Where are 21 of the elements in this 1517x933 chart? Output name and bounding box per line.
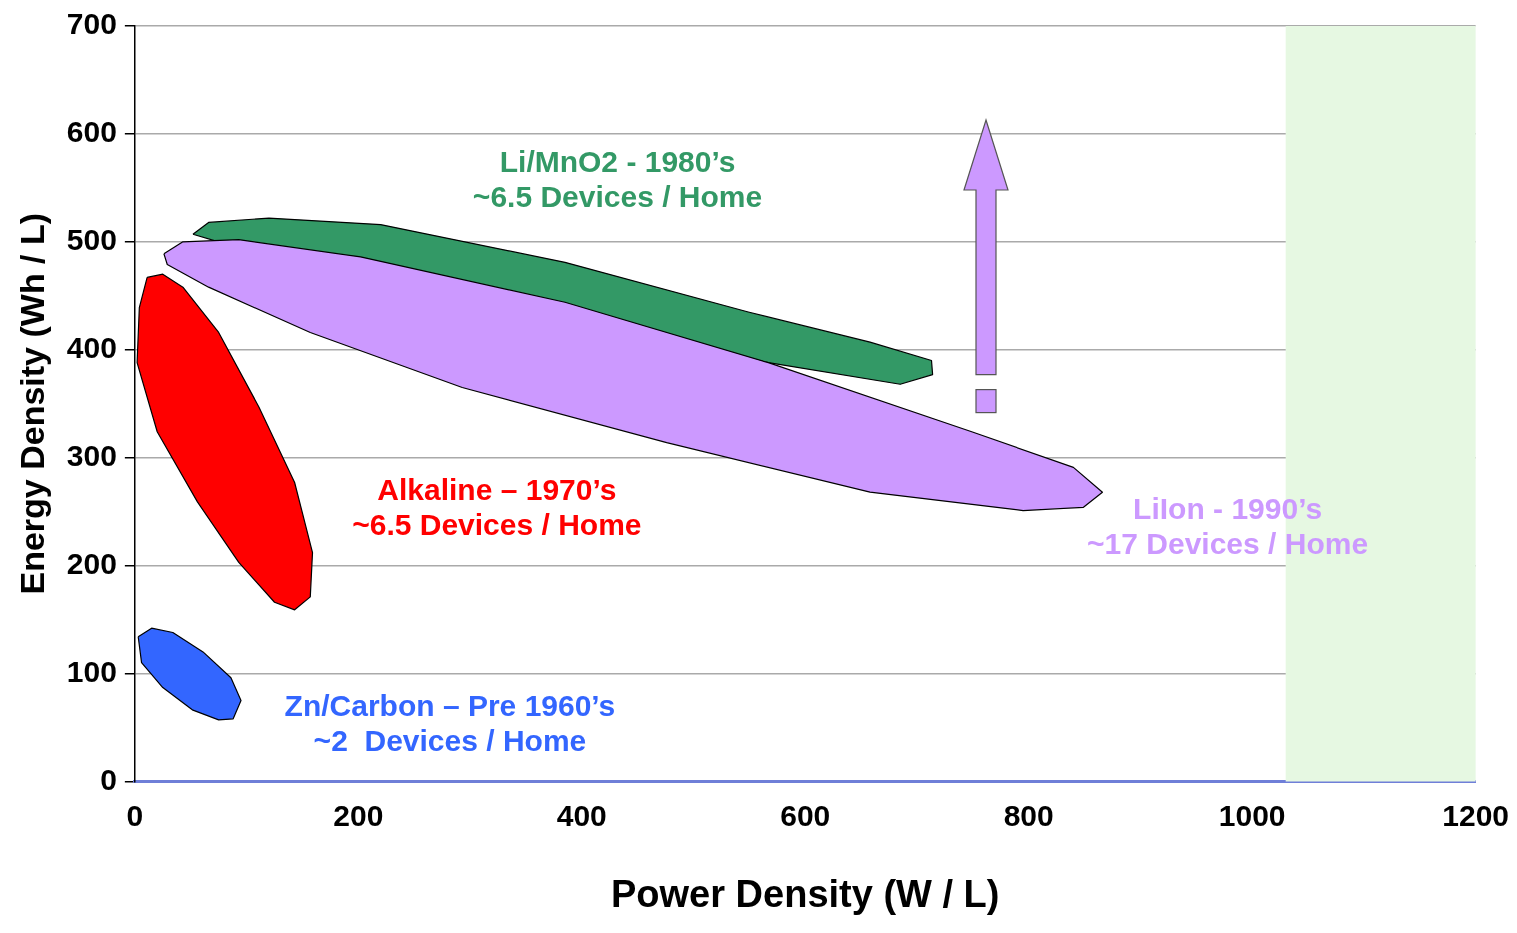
series-label: Alkaline – 1970’s ~6.5 Devices / Home xyxy=(352,473,642,542)
x-tick-label: 400 xyxy=(556,798,607,832)
x-tick-label: 1200 xyxy=(1442,798,1510,832)
y-axis-title: Energy Density (Wh / L) xyxy=(12,212,51,595)
y-tick-label: 700 xyxy=(66,7,117,41)
y-tick-label: 300 xyxy=(66,438,117,472)
x-tick-label: 600 xyxy=(780,798,831,832)
x-axis-title: Power Density (W / L) xyxy=(611,872,1000,915)
y-tick-label: 500 xyxy=(66,223,117,257)
series-label: Zn/Carbon – Pre 1960’s ~2 Devices / Home xyxy=(284,688,616,757)
x-tick-label: 0 xyxy=(126,798,144,832)
y-tick-label: 0 xyxy=(100,762,117,796)
x-tick-label: 200 xyxy=(333,798,384,832)
x-tick-label: 1000 xyxy=(1218,798,1286,832)
series-label: Li/MnO2 - 1980’s ~6.5 Devices / Home xyxy=(472,144,763,213)
series-label: LiIon - 1990’s ~17 Devices / Home xyxy=(1087,492,1369,561)
x-tick-label: 800 xyxy=(1003,798,1054,832)
y-tick-label: 600 xyxy=(66,115,117,149)
y-tick-label: 400 xyxy=(66,331,117,365)
y-tick-label: 100 xyxy=(66,654,117,688)
y-tick-label: 200 xyxy=(66,546,117,580)
